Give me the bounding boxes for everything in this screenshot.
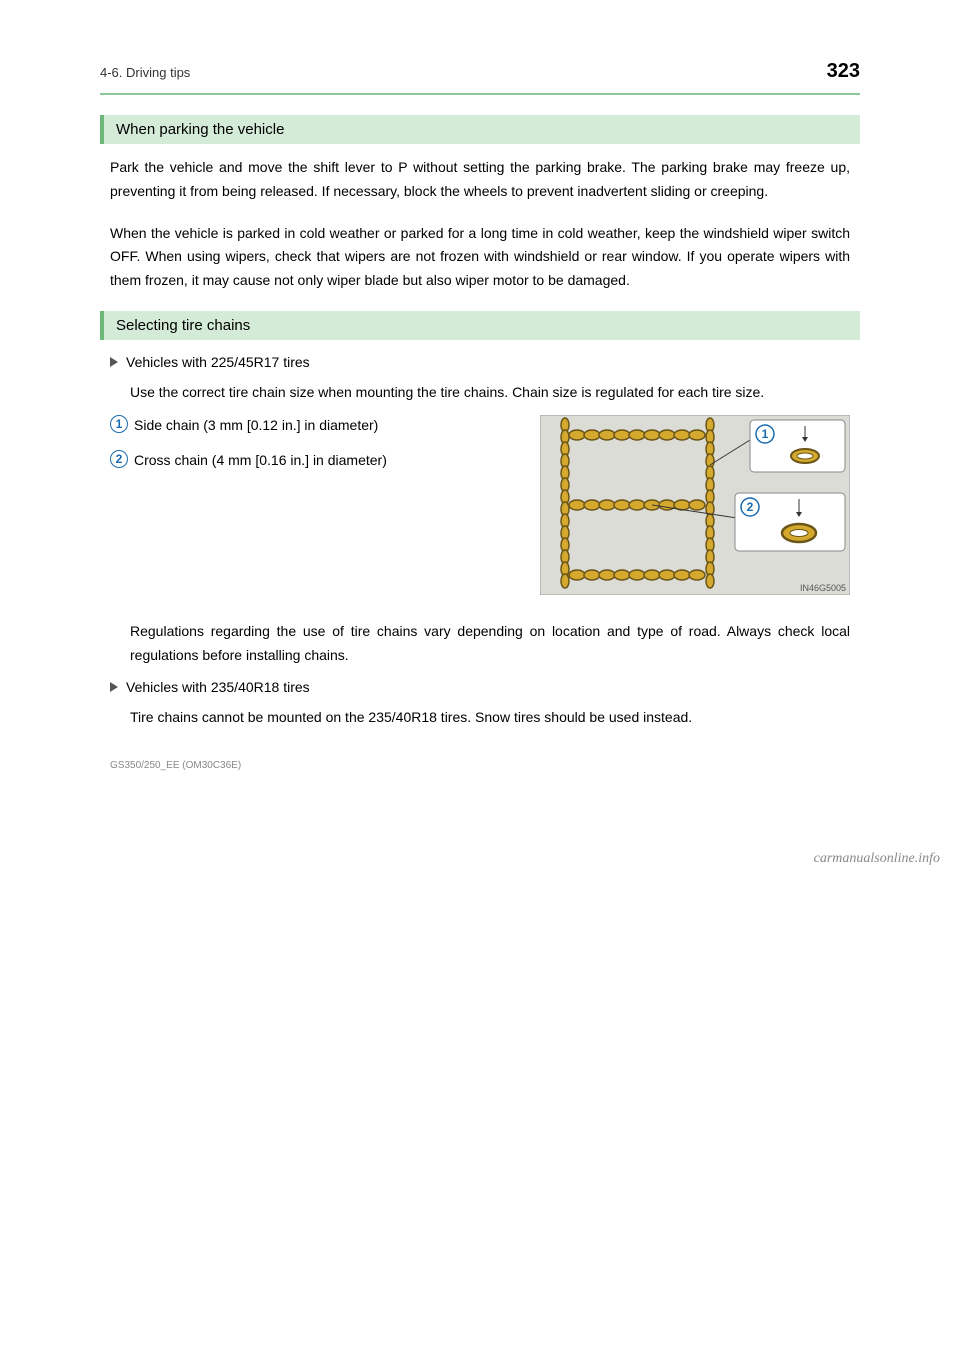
arrow-icon <box>110 682 118 692</box>
callout-number-1: 1 <box>110 415 128 433</box>
section-parking-title: When parking the vehicle <box>116 121 284 138</box>
page-header: 4-6. Driving tips 323 <box>100 0 860 93</box>
book-code: GS350/250_EE (OM30C36E) <box>110 760 850 771</box>
callout-2-text: Cross chain (4 mm [0.16 in.] in diameter… <box>134 450 387 471</box>
header-divider <box>100 93 860 95</box>
chains-sub1-row: Vehicles with 225/45R17 tires <box>110 352 850 373</box>
arrow-icon <box>110 357 118 367</box>
section-chains-header: Selecting tire chains <box>100 311 860 340</box>
callout-number-2: 2 <box>110 450 128 468</box>
chains-sub1-note: Regulations regarding the use of tire ch… <box>130 620 850 668</box>
chain-callout-text: 1 Side chain (3 mm [0.12 in.] in diamete… <box>110 415 520 600</box>
chains-sub1-intro: Use the correct tire chain size when mou… <box>130 381 850 405</box>
section-parking-header: When parking the vehicle <box>100 115 860 144</box>
parking-para-2: When the vehicle is parked in cold weath… <box>110 222 850 293</box>
svg-text:1: 1 <box>762 427 769 441</box>
callout-1-text: Side chain (3 mm [0.12 in.] in diameter) <box>134 415 378 436</box>
page-number: 323 <box>827 60 860 83</box>
chains-sub1-title: Vehicles with 225/45R17 tires <box>126 352 310 373</box>
chains-sub2-title: Vehicles with 235/40R18 tires <box>126 677 310 698</box>
tire-chain-diagram: 1 2 IN46G5005 <box>540 415 850 600</box>
parking-para-1: Park the vehicle and move the shift leve… <box>110 156 850 204</box>
chains-sub2-row: Vehicles with 235/40R18 tires <box>110 677 850 698</box>
section-chains-title: Selecting tire chains <box>116 317 250 334</box>
svg-text:2: 2 <box>747 500 754 514</box>
watermark: carmanualsonline.info <box>0 811 960 887</box>
chains-sub2-text: Tire chains cannot be mounted on the 235… <box>130 706 850 730</box>
diagram-code-label: IN46G5005 <box>800 583 846 593</box>
breadcrumb: 4-6. Driving tips <box>100 65 190 80</box>
